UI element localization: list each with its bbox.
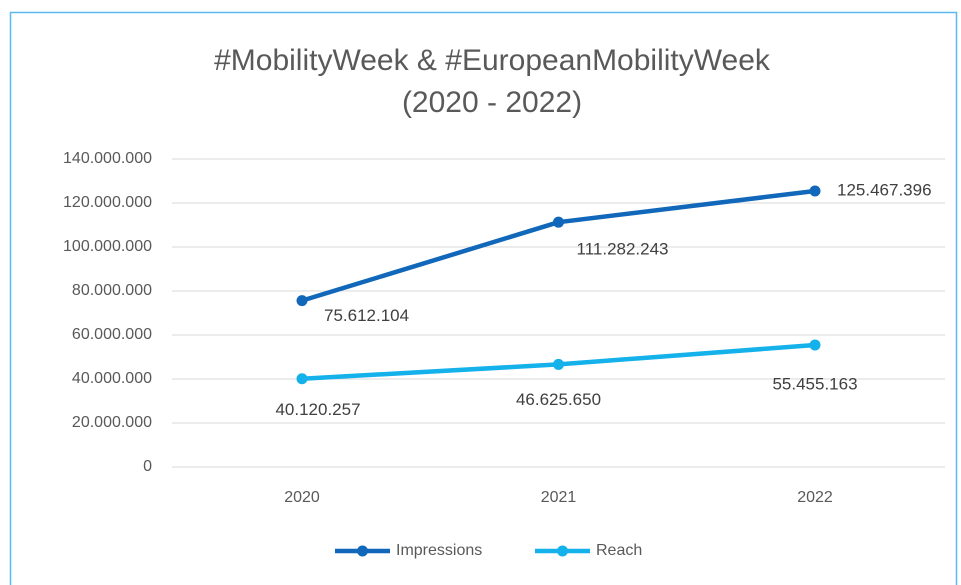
y-tick-label: 120.000.000 xyxy=(63,194,152,211)
marker xyxy=(296,295,308,307)
legend-marker xyxy=(557,545,568,557)
chart-title: (2020 - 2022) xyxy=(402,86,582,119)
data-label: 125.467.396 xyxy=(837,180,932,199)
legend-marker xyxy=(357,545,368,557)
marker xyxy=(296,373,308,385)
chart-border xyxy=(9,11,958,585)
y-tick-label: 80.000.000 xyxy=(72,282,152,299)
y-tick-label: 40.000.000 xyxy=(72,370,152,387)
y-tick-label: 0 xyxy=(143,458,152,475)
y-tick-label: 140.000.000 xyxy=(63,150,152,167)
marker xyxy=(809,339,821,351)
marker xyxy=(553,358,564,370)
data-label: 40.120.257 xyxy=(275,400,360,419)
x-tick-label: 2022 xyxy=(797,489,833,506)
data-label: 46.625.650 xyxy=(516,390,601,409)
x-tick-label: 2020 xyxy=(284,489,320,506)
marker xyxy=(809,185,821,197)
legend-label: Impressions xyxy=(396,542,482,559)
data-label: 75.612.104 xyxy=(324,306,409,325)
y-tick-label: 60.000.000 xyxy=(72,326,152,343)
x-tick-label: 2021 xyxy=(541,489,577,506)
y-tick-label: 100.000.000 xyxy=(63,238,152,255)
data-label: 111.282.243 xyxy=(577,240,669,259)
legend-label: Reach xyxy=(596,542,642,559)
marker xyxy=(553,216,564,228)
chart-title: #MobilityWeek & #EuropeanMobilityWeek xyxy=(214,44,771,77)
data-label: 55.455.163 xyxy=(772,374,857,393)
y-tick-label: 20.000.000 xyxy=(72,414,152,431)
